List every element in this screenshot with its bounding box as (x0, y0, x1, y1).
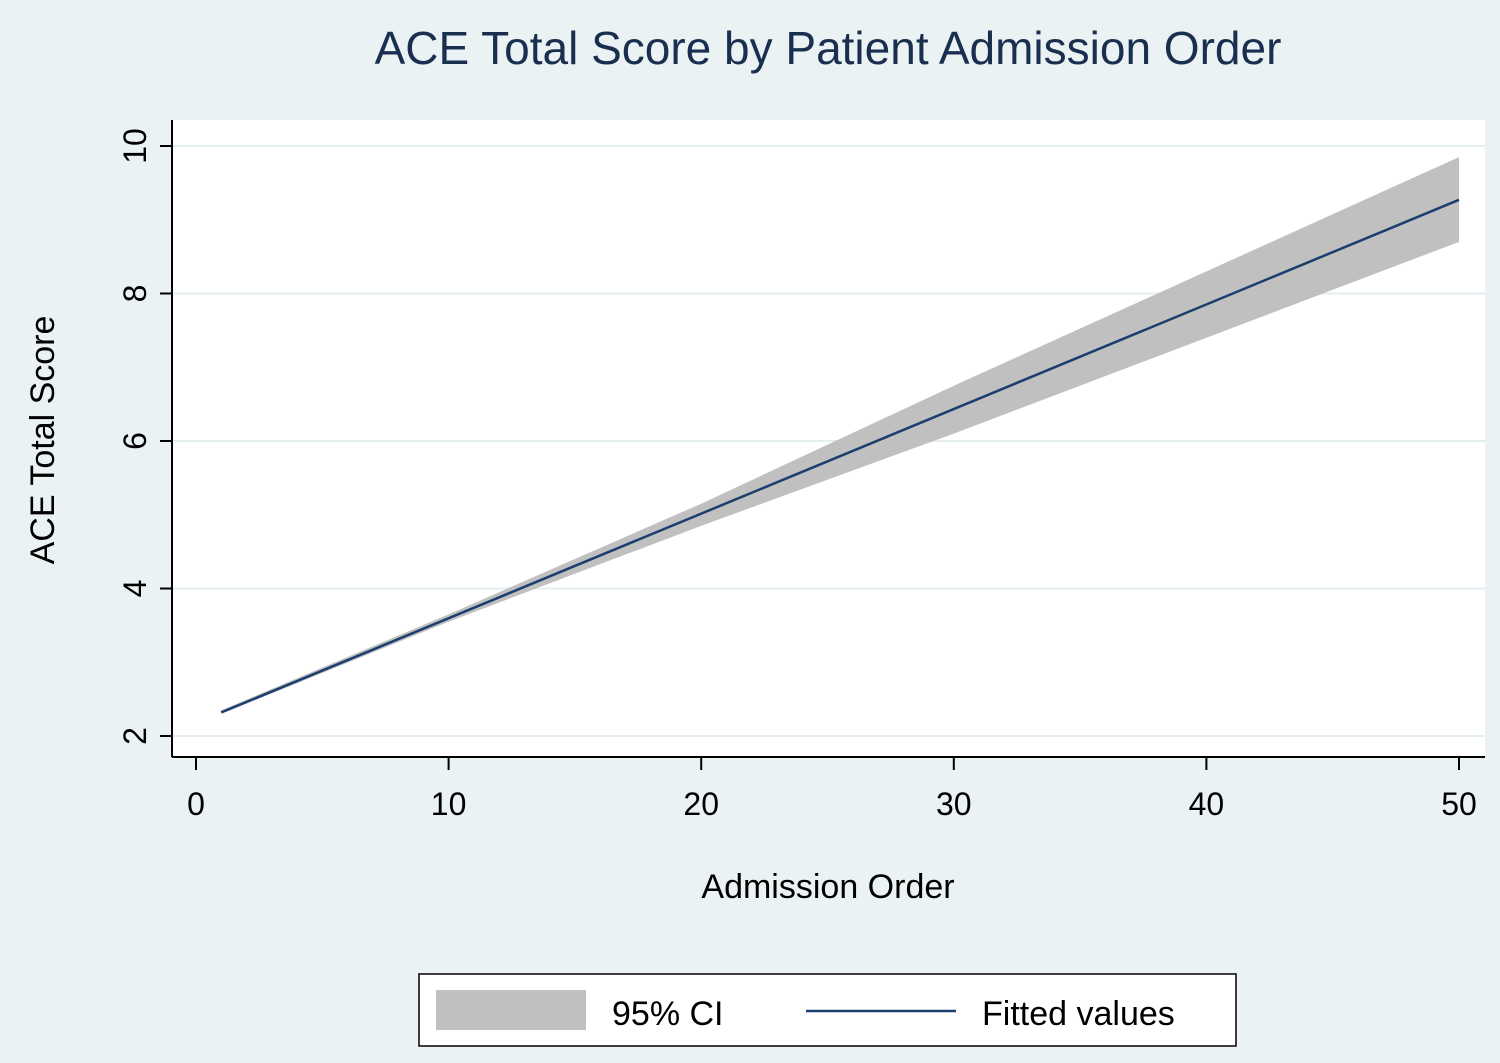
chart-title: ACE Total Score by Patient Admission Ord… (375, 22, 1282, 74)
ci-band-layer (221, 157, 1459, 714)
legend-fitted-label: Fitted values (982, 995, 1175, 1033)
ci-band (221, 157, 1459, 714)
x-tick-label-10: 10 (431, 786, 467, 822)
y-axis-ticks: 2 4 6 8 10 (117, 128, 172, 745)
fitted-line-layer (220, 198, 1460, 714)
x-axis-ticks: 0 10 20 30 40 50 (187, 757, 1477, 822)
x-tick-label-30: 30 (936, 786, 972, 822)
legend-ci-swatch (436, 990, 586, 1030)
y-tick-label-8: 8 (117, 285, 153, 303)
x-tick-label-40: 40 (1189, 786, 1225, 822)
gridlines (173, 145, 1485, 737)
y-tick-label-6: 6 (117, 432, 153, 450)
legend: 95% CI Fitted values (418, 973, 1237, 1047)
plot-area (172, 120, 1485, 757)
x-tick-label-20: 20 (683, 786, 719, 822)
x-axis-title: Admission Order (701, 868, 954, 906)
y-axis-title: ACE Total Score (24, 316, 62, 565)
y-tick-label-2: 2 (117, 727, 153, 745)
fitted-line (220, 198, 1460, 714)
x-tick-label-50: 50 (1441, 786, 1477, 822)
y-tick-label-10: 10 (117, 128, 153, 164)
x-tick-label-0: 0 (187, 786, 205, 822)
y-tick-label-4: 4 (117, 580, 153, 598)
legend-ci-label: 95% CI (612, 995, 724, 1033)
